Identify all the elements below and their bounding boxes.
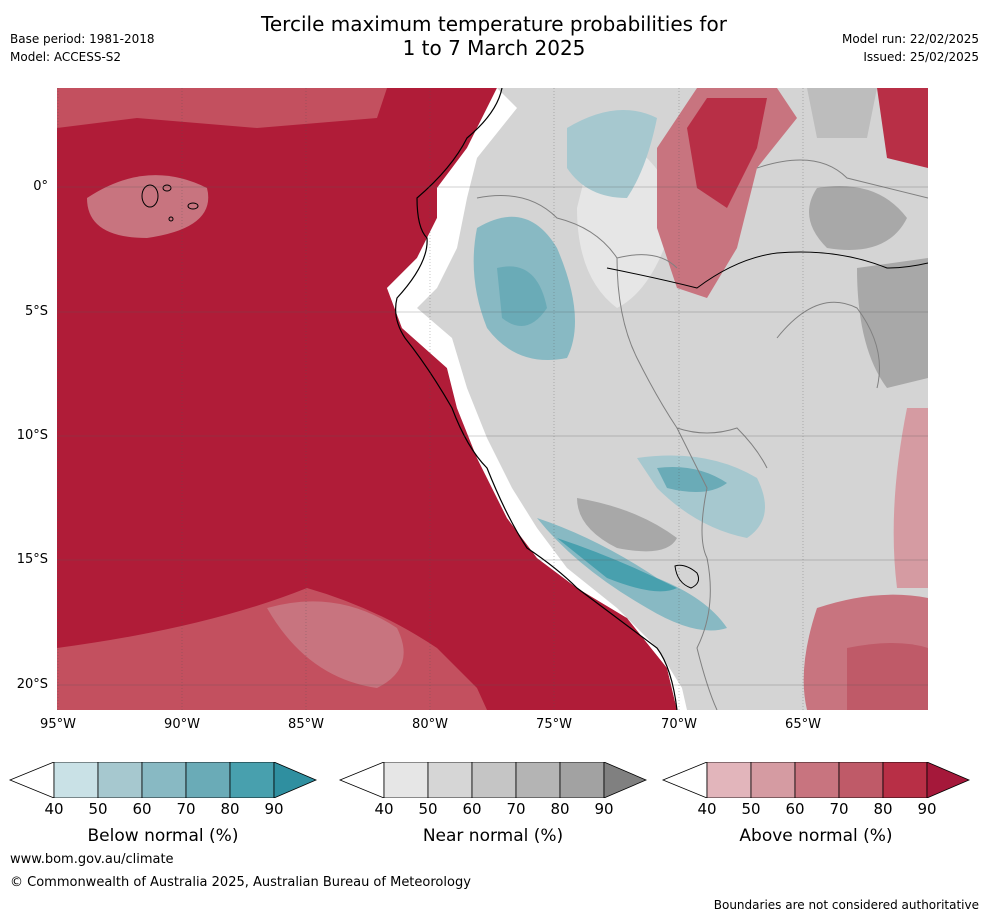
cbar-swatch: [141, 761, 187, 799]
lat-label-15s: 15°S: [16, 552, 48, 567]
cbar-tick: 70: [176, 800, 196, 818]
coastline: [395, 88, 678, 710]
above-normal-northeast-corner: [877, 88, 928, 168]
cbar-swatch: [750, 761, 796, 799]
near-normal-patch-4: [807, 88, 877, 138]
colorbar-above-normal-title: Above normal (%): [739, 826, 893, 846]
lon-label-85w: 85°W: [288, 717, 324, 732]
below-normal-north: [567, 110, 657, 198]
cbar-swatch: [794, 761, 840, 799]
cbar-swatch: [273, 761, 318, 799]
cbar-tick: 50: [88, 800, 108, 818]
cbar-swatch: [838, 761, 884, 799]
lon-label-75w: 75°W: [536, 717, 572, 732]
near-normal-patch-3: [857, 258, 928, 388]
cbar-tick: 80: [550, 800, 570, 818]
cbar-swatch: [706, 761, 752, 799]
website-link[interactable]: www.bom.gov.au/climate: [10, 852, 174, 867]
cbar-tick: 40: [697, 800, 717, 818]
above-normal-east-edge: [893, 408, 928, 588]
lat-gridlines: [57, 186, 928, 686]
cbar-tick: 90: [264, 800, 284, 818]
lat-label-0: 0°: [33, 179, 48, 194]
cbar-swatch: [926, 761, 971, 799]
lat-label-10s: 10°S: [16, 428, 48, 443]
lon-label-90w: 90°W: [164, 717, 200, 732]
near-normal-patch-1: [577, 498, 677, 552]
cbar-tick: 80: [220, 800, 240, 818]
cbar-tick: 90: [917, 800, 937, 818]
cbar-tick: 90: [594, 800, 614, 818]
cbar-tick: 60: [132, 800, 152, 818]
below-normal-south-core: [557, 538, 677, 592]
cbar-swatch: [661, 761, 708, 799]
lake-titicaca: [674, 564, 699, 589]
cbar-tick: 40: [44, 800, 64, 818]
cbar-tick: 50: [741, 800, 761, 818]
below-normal-east-core: [657, 467, 727, 492]
cbar-swatch: [338, 761, 385, 799]
copyright-text: © Commonwealth of Australia 2025, Austra…: [10, 875, 471, 890]
cbar-swatch: [515, 761, 561, 799]
colorbar-near-normal-title: Near normal (%): [422, 826, 564, 846]
ocean-patch-south-inner: [267, 601, 404, 688]
amazon-river: [606, 251, 928, 289]
colorbar-above-normal-swatches: [661, 761, 971, 799]
disclaimer-text: Boundaries are not considered authoritat…: [713, 898, 979, 912]
title-line-1: Tercile maximum temperature probabilitie…: [261, 12, 727, 36]
cbar-swatch: [185, 761, 231, 799]
galapagos-islands: [141, 184, 199, 222]
colorbar-below-normal-swatches: [8, 761, 318, 799]
base-period: Base period: 1981-2018: [10, 32, 155, 46]
cbar-swatch: [471, 761, 517, 799]
cbar-tick: 60: [462, 800, 482, 818]
cbar-swatch: [383, 761, 429, 799]
cbar-swatch: [53, 761, 99, 799]
cbar-tick: 50: [418, 800, 438, 818]
model-run: Model run: 22/02/2025: [841, 32, 979, 46]
cbar-swatch: [8, 761, 55, 799]
colorbar-above-normal: 40 50 60 70 80 90 Above normal (%): [661, 761, 971, 846]
lon-label-70w: 70°W: [661, 717, 697, 732]
issued-date: Issued: 25/02/2025: [863, 50, 979, 64]
lon-label-80w: 80°W: [412, 717, 448, 732]
cbar-tick: 70: [506, 800, 526, 818]
colorbar-near-normal-swatches: [338, 761, 648, 799]
lon-label-95w: 95°W: [40, 717, 76, 732]
cbar-tick: 40: [374, 800, 394, 818]
ocean-patch-north: [57, 88, 387, 128]
model-name: Model: ACCESS-S2: [10, 50, 122, 64]
colorbar-below-normal-title: Below normal (%): [87, 826, 239, 846]
cbar-swatch: [97, 761, 143, 799]
probability-map: [57, 88, 928, 710]
lat-label-20s: 20°S: [16, 677, 48, 692]
country-boundaries: [476, 159, 928, 710]
colorbar-near-normal: 40 50 60 70 80 90 Near normal (%): [338, 761, 648, 846]
cbar-swatch: [427, 761, 473, 799]
near-normal-patch-2: [809, 186, 907, 250]
below-normal-central-core: [497, 266, 547, 326]
cbar-tick: 60: [785, 800, 805, 818]
cbar-swatch: [229, 761, 275, 799]
cbar-swatch: [882, 761, 928, 799]
meta-left: Base period: 1981-2018 Model: ACCESS-S2: [10, 30, 155, 66]
lon-label-65w: 65°W: [785, 717, 821, 732]
meta-right: Model run: 22/02/2025 Issued: 25/02/2025: [842, 30, 979, 66]
cbar-tick: 80: [873, 800, 893, 818]
chart-title: Tercile maximum temperature probabilitie…: [0, 12, 988, 60]
above-normal-southeast-core: [847, 643, 928, 710]
cbar-swatch: [559, 761, 605, 799]
above-normal-north-land-core: [687, 98, 767, 208]
lat-label-5s: 5°S: [24, 304, 48, 319]
colorbar-below-normal: 40 50 60 70 80 90 Below normal (%): [8, 761, 318, 846]
cbar-tick: 70: [829, 800, 849, 818]
cbar-swatch: [603, 761, 648, 799]
title-line-2: 1 to 7 March 2025: [402, 36, 586, 60]
